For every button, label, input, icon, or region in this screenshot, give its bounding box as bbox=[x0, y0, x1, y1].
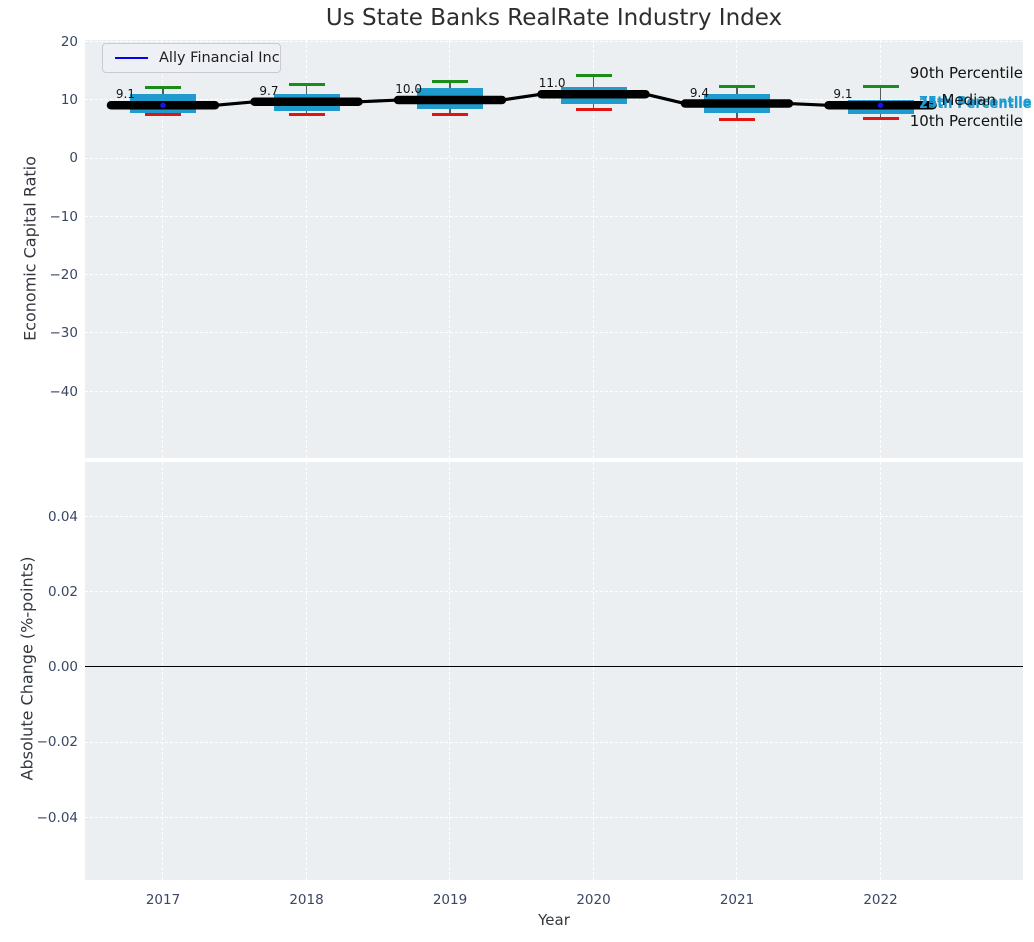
gridline-v bbox=[305, 462, 307, 880]
gridline-v bbox=[305, 40, 307, 458]
box-iqr bbox=[560, 86, 627, 105]
top-y-tick-label: −40 bbox=[49, 383, 79, 400]
gridline-v bbox=[592, 462, 594, 880]
top-panel: 9.1 9.7 10.0 11.0 9.4 9.1 bbox=[85, 40, 1023, 458]
cap-90th bbox=[145, 85, 181, 89]
cap-90th bbox=[288, 83, 325, 87]
gridline-h bbox=[85, 332, 1023, 334]
gridline-v bbox=[736, 462, 738, 880]
box-iqr bbox=[704, 93, 770, 114]
gridline-h bbox=[85, 215, 1023, 217]
gridline-h bbox=[85, 274, 1023, 276]
x-tick-label: 2020 bbox=[576, 892, 611, 908]
gridline-h bbox=[85, 390, 1023, 392]
box-iqr bbox=[417, 87, 483, 109]
annotation-10th-percentile: 10th Percentile bbox=[909, 112, 1023, 130]
legend: Ally Financial Inc bbox=[102, 43, 281, 73]
x-tick-label: 2017 bbox=[145, 892, 181, 908]
x-tick-label: 2021 bbox=[719, 892, 755, 908]
company-value-label: 9.4 bbox=[689, 85, 709, 100]
zero-line bbox=[85, 666, 1023, 668]
x-tick-label: 2019 bbox=[432, 892, 468, 908]
bottom-y-tick-label: 0.02 bbox=[47, 584, 78, 601]
gridline-v bbox=[592, 40, 594, 458]
bottom-y-tick-label: 0.04 bbox=[47, 508, 78, 525]
annotation-median: Median bbox=[941, 91, 996, 109]
gridline-v bbox=[879, 462, 881, 880]
gridline-h bbox=[85, 40, 1023, 42]
bottom-y-tick-label: −0.02 bbox=[36, 734, 78, 751]
legend-line-icon bbox=[115, 57, 148, 59]
cap-10th bbox=[432, 112, 468, 116]
gridline-v bbox=[879, 40, 881, 458]
gridline-v bbox=[449, 462, 451, 880]
bottom-y-tick-label: 0.00 bbox=[47, 659, 78, 676]
top-y-tick-label: −30 bbox=[49, 325, 79, 342]
box-iqr bbox=[847, 100, 914, 115]
cap-10th bbox=[719, 118, 755, 122]
cap-10th bbox=[145, 113, 181, 117]
top-y-tick-label: −10 bbox=[49, 208, 79, 225]
box-iqr bbox=[273, 93, 340, 112]
x-axis-label: Year bbox=[538, 911, 570, 929]
cap-90th bbox=[432, 79, 468, 83]
cap-90th bbox=[719, 85, 755, 89]
box-iqr bbox=[130, 93, 196, 113]
gridline-h bbox=[85, 591, 1023, 593]
gridline-v bbox=[736, 40, 738, 458]
cap-90th bbox=[575, 74, 612, 78]
legend-label: Ally Financial Inc bbox=[159, 50, 280, 66]
gridline-h bbox=[85, 157, 1023, 159]
top-y-tick-label: 10 bbox=[60, 92, 78, 109]
x-tick-label: 2022 bbox=[863, 892, 898, 908]
company-value-label: 9.7 bbox=[259, 83, 279, 98]
company-value-label: 11.0 bbox=[538, 76, 566, 91]
bottom-y-tick-label: −0.04 bbox=[36, 809, 78, 826]
company-value-label: 9.1 bbox=[833, 87, 853, 102]
top-y-tick-label: −20 bbox=[49, 266, 79, 283]
top-y-tick-label: 20 bbox=[60, 33, 78, 50]
annotation-75th-percentile: 75th Percentile bbox=[919, 95, 1032, 110]
gridline-v bbox=[449, 40, 451, 458]
top-y-axis-label: Economic Capital Ratio bbox=[20, 156, 40, 341]
chart-title: Us State Banks RealRate Industry Index bbox=[325, 5, 783, 31]
gridline-v bbox=[162, 40, 164, 458]
gridline-v bbox=[162, 462, 164, 880]
annotation-25th-percentile: 25th Percentile bbox=[919, 97, 1032, 112]
cap-10th bbox=[575, 108, 612, 112]
bottom-panel bbox=[85, 462, 1023, 880]
cap-10th bbox=[862, 117, 899, 121]
gridline-h bbox=[85, 516, 1023, 518]
company-value-label: 10.0 bbox=[395, 82, 422, 97]
company-value-label: 9.1 bbox=[115, 87, 135, 102]
top-y-tick-label: 0 bbox=[69, 150, 78, 167]
gridline-h bbox=[85, 816, 1023, 818]
cap-10th bbox=[288, 113, 325, 117]
annotation-90th-percentile: 90th Percentile bbox=[909, 64, 1023, 82]
x-tick-label: 2018 bbox=[289, 892, 324, 908]
gridline-h bbox=[85, 99, 1023, 101]
cap-90th bbox=[862, 85, 899, 89]
gridline-h bbox=[85, 741, 1023, 743]
